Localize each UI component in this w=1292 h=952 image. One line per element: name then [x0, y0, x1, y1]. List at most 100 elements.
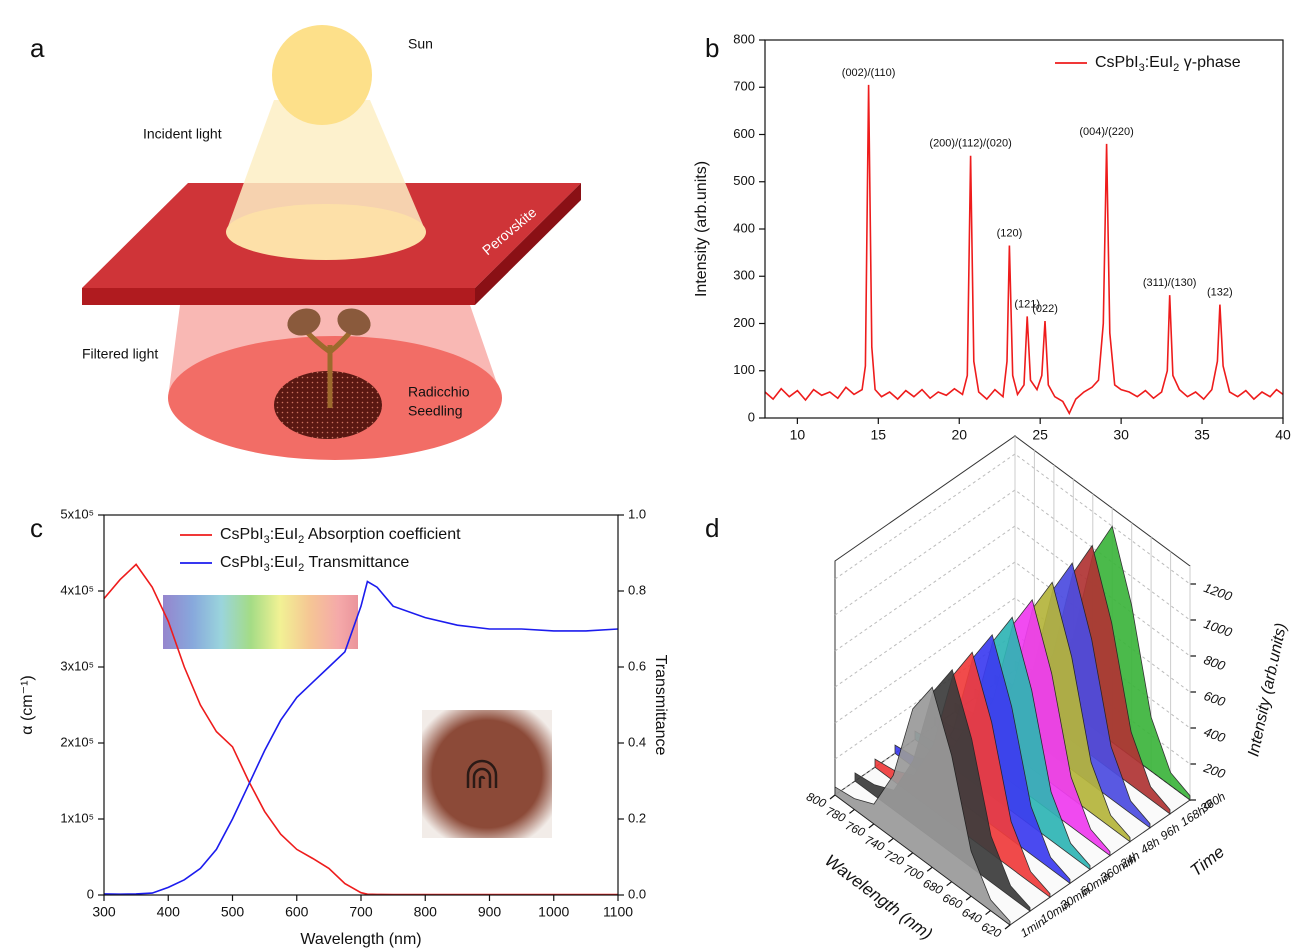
- x-tick-label: 1000: [538, 904, 569, 920]
- x-tick-label: 1100: [603, 904, 633, 920]
- time-tick-label: 48h: [1138, 834, 1163, 857]
- z-tick-label: 1200: [1202, 580, 1235, 604]
- peak-label: (200)/(112)/(020): [929, 138, 1011, 150]
- label: Seedling: [408, 403, 463, 419]
- panel-letter: b: [705, 33, 719, 63]
- x-tick-label: 500: [221, 904, 245, 920]
- plot-frame: [765, 40, 1283, 418]
- x-tick-label: 10: [790, 427, 806, 443]
- time-axis-label: Time: [1187, 842, 1228, 880]
- z-tick-label: 1000: [1202, 616, 1235, 640]
- x-axis-label: Wavelength (nm): [300, 931, 421, 948]
- x-tick-label: 780: [824, 804, 848, 825]
- y-tick-label: 0: [748, 409, 755, 424]
- x-tick-label: 600: [285, 904, 309, 920]
- x-tick: [966, 896, 971, 900]
- x-tick-label: 720: [882, 847, 906, 868]
- x-tick-label: 15: [871, 427, 887, 443]
- label: Sun: [408, 36, 433, 52]
- x-tick-label: 680: [921, 876, 945, 897]
- y2-axis-label: Transmittance: [652, 655, 669, 756]
- x-tick-label: 40: [1275, 427, 1291, 443]
- perovskite-front: [82, 288, 475, 305]
- y-tick-label: 1x10⁵: [60, 810, 94, 825]
- y-tick-label: 600: [733, 126, 755, 141]
- x-tick-label: 700: [349, 904, 373, 920]
- x-tick-label: 25: [1032, 427, 1048, 443]
- x-tick: [986, 911, 991, 915]
- z-tick-label: 200: [1201, 760, 1228, 782]
- x-tick: [1005, 925, 1010, 929]
- y2-tick-label: 0.2: [628, 810, 646, 825]
- peak-label: (002)/(110): [842, 67, 896, 79]
- x-tick-label: 740: [863, 833, 887, 854]
- y-tick-label: 200: [733, 315, 755, 330]
- y-tick-label: 500: [733, 173, 755, 188]
- peak-label: (022): [1032, 303, 1058, 315]
- x-tick-label: 35: [1194, 427, 1210, 443]
- x-tick-label: 300: [92, 904, 116, 920]
- time-tick-label: 96h: [1158, 820, 1183, 843]
- x-tick-label: 900: [478, 904, 502, 920]
- y-tick-label: 400: [733, 220, 755, 235]
- y-tick-label: 2x10⁵: [60, 734, 94, 749]
- peak-label: (004)/(220): [1079, 126, 1133, 138]
- z-tick-label: 600: [1202, 688, 1228, 710]
- y2-tick-label: 0.8: [628, 582, 646, 597]
- y-tick-label: 800: [733, 31, 755, 46]
- x-tick-label: 800: [414, 904, 438, 920]
- spectrum-bar: [163, 595, 358, 649]
- x-tick: [849, 809, 854, 813]
- z-tick-label: 400: [1202, 724, 1228, 746]
- y2-tick-label: 0.6: [628, 658, 646, 673]
- x-axis-label: Wavelength (nm): [821, 851, 936, 944]
- y-tick-label: 100: [733, 362, 755, 377]
- x-tick: [888, 838, 893, 842]
- label: Incident light: [143, 126, 222, 142]
- label: Radicchio: [408, 384, 470, 400]
- z-tick-label: 800: [1202, 652, 1228, 674]
- chart-d: d020040060080010001200360h168h96h48h24h3…: [705, 436, 1290, 944]
- x-tick-label: 20: [951, 427, 967, 443]
- x-tick: [869, 824, 874, 828]
- y-tick-label: 300: [733, 268, 755, 283]
- legend-label: CsPbI3:EuI2 Absorption coefficient: [220, 526, 461, 546]
- panel-letter: d: [705, 513, 719, 543]
- y-tick-label: 5x10⁵: [60, 506, 94, 521]
- sun: [272, 25, 372, 125]
- x-tick: [908, 853, 913, 857]
- y2-tick-label: 0.4: [628, 734, 646, 749]
- x-tick-label: 620: [979, 919, 1003, 940]
- peak-label: (311)/(130): [1143, 277, 1197, 289]
- x-tick-label: 800: [804, 789, 828, 810]
- y-axis-label: α (cm⁻¹): [19, 675, 36, 734]
- y-tick-label: 0: [87, 886, 94, 901]
- legend-label: CsPbI3:EuI2 Transmittance: [220, 554, 409, 574]
- y-tick-label: 4x10⁵: [60, 582, 94, 597]
- x-tick-label: 400: [157, 904, 181, 920]
- x-tick-label: 700: [901, 862, 925, 883]
- x-tick-label: 640: [960, 905, 984, 926]
- x-tick-label: 660: [940, 891, 964, 912]
- peak-label: (120): [997, 227, 1023, 239]
- y-tick-label: 700: [733, 79, 755, 94]
- diagram-a: a Sun Incident light Perovskite Filtered…: [30, 25, 581, 460]
- y2-tick-label: 1.0: [628, 506, 646, 521]
- label: Filtered light: [82, 346, 158, 362]
- y-axis-label: Intensity (arb.units): [693, 161, 710, 297]
- x-tick: [927, 867, 932, 871]
- y2-tick-label: 0.0: [628, 886, 646, 901]
- panel-letter: c: [30, 513, 43, 543]
- x-tick: [830, 795, 835, 799]
- x-tick: [947, 882, 952, 886]
- x-tick-label: 30: [1113, 427, 1129, 443]
- z-axis-label: Intensity (arb.units): [1245, 622, 1290, 759]
- sample-photo: [422, 710, 552, 838]
- panel-letter: a: [30, 33, 45, 63]
- legend-label: CsPbI3:EuI2 γ-phase: [1095, 54, 1241, 74]
- y-tick-label: 3x10⁵: [60, 658, 94, 673]
- figure: a Sun Incident light Perovskite Filtered…: [0, 0, 1292, 952]
- chart-c: c 300 400 500 600 700 800 900 1000 1100 0 1x10⁵ 2x10…: [19, 506, 669, 948]
- x-tick-label: 760: [843, 818, 867, 839]
